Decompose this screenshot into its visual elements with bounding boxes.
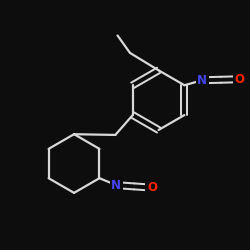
Text: N: N [197, 74, 207, 87]
Text: O: O [234, 73, 244, 86]
Text: N: N [111, 179, 121, 192]
Text: O: O [147, 181, 157, 194]
